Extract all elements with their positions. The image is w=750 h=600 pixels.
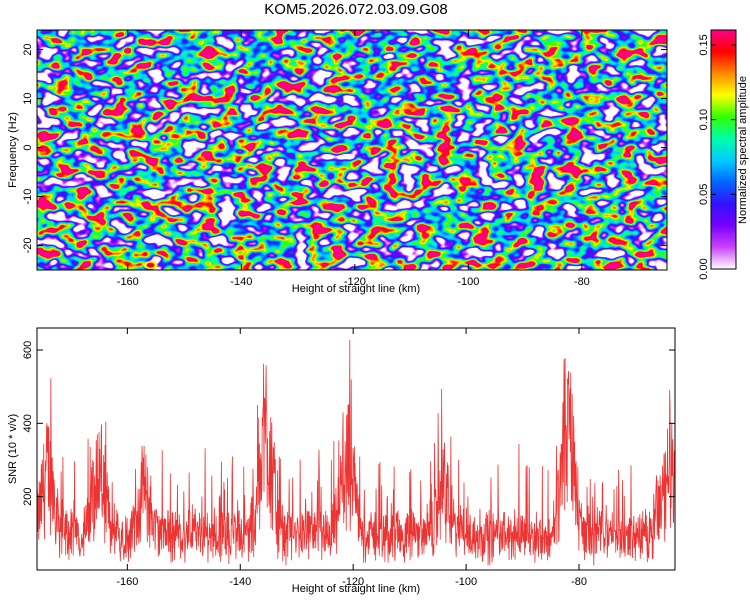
heatmap-x-axis-label: Height of straight line (km) bbox=[292, 283, 420, 295]
heatmap-x-tick-label: -80 bbox=[574, 276, 590, 288]
snr-y-tick-label: 400 bbox=[22, 414, 34, 432]
heatmap-x-tick-label: -100 bbox=[457, 276, 479, 288]
heatmap-peak-core bbox=[146, 262, 155, 268]
snr-y-tick-label: 600 bbox=[22, 341, 34, 359]
snr-y-axis-label: SNR (10 * v/v) bbox=[7, 414, 19, 484]
colorbar: 0.00 0.05 0.10 0.15 Normalized spectral amp… bbox=[698, 29, 749, 280]
snr-x-tick-label: -120 bbox=[342, 576, 364, 588]
heatmap-y-tick-label: 10 bbox=[22, 92, 34, 104]
colorbar-tick-label: 0.05 bbox=[698, 184, 710, 205]
snr-x-tick-label: -140 bbox=[229, 576, 251, 588]
colorbar-tick-label: 0.15 bbox=[698, 34, 710, 55]
snr-y-ticks: 200 400 600 bbox=[22, 341, 675, 506]
snr-panel: -160 -140 -120 -100 -80 200 400 600 Height of … bbox=[7, 327, 676, 595]
snr-series-line bbox=[37, 339, 675, 566]
heatmap-x-ticks: -160 -140 -120 -100 -80 bbox=[117, 30, 590, 288]
heatmap-y-ticks: -20 -10 0 10 20 bbox=[22, 43, 667, 253]
heatmap-y-tick-label: 0 bbox=[22, 144, 34, 150]
page-title: KOM5.2026.072.03.09.G08 bbox=[264, 1, 448, 18]
snr-plot-area bbox=[37, 328, 675, 570]
heatmap-field bbox=[37, 30, 667, 270]
heatmap-x-tick-label: -140 bbox=[230, 276, 252, 288]
colorbar-tick-label: 0.00 bbox=[698, 258, 710, 279]
heatmap-x-tick-label: -120 bbox=[344, 276, 366, 288]
colorbar-ticks: 0.00 0.05 0.10 0.15 bbox=[698, 34, 736, 280]
heatmap-peaks bbox=[143, 261, 158, 270]
heatmap-y-tick-label: -10 bbox=[22, 189, 34, 205]
colorbar-tick-label: 0.10 bbox=[698, 109, 710, 130]
snr-x-ticks: -160 -140 -120 -100 -80 bbox=[116, 328, 587, 588]
heatmap-x-tick-label: -160 bbox=[117, 276, 139, 288]
colorbar-label: Normalized spectral amplitude bbox=[737, 76, 749, 224]
colorbar-scale bbox=[710, 29, 737, 270]
heatmap-frame bbox=[36, 29, 668, 271]
heatmap-y-axis-label: Frequency (Hz) bbox=[7, 112, 19, 188]
heatmap-y-tick-label: 20 bbox=[22, 43, 34, 55]
heatmap-y-tick-label: -20 bbox=[22, 238, 34, 254]
snr-x-tick-label: -100 bbox=[455, 576, 477, 588]
snr-y-tick-label: 200 bbox=[22, 487, 34, 505]
snr-x-tick-label: -80 bbox=[571, 576, 587, 588]
snr-x-tick-label: -160 bbox=[116, 576, 138, 588]
snr-x-axis-label: Height of straight line (km) bbox=[292, 583, 420, 595]
snr-frame bbox=[36, 327, 676, 571]
